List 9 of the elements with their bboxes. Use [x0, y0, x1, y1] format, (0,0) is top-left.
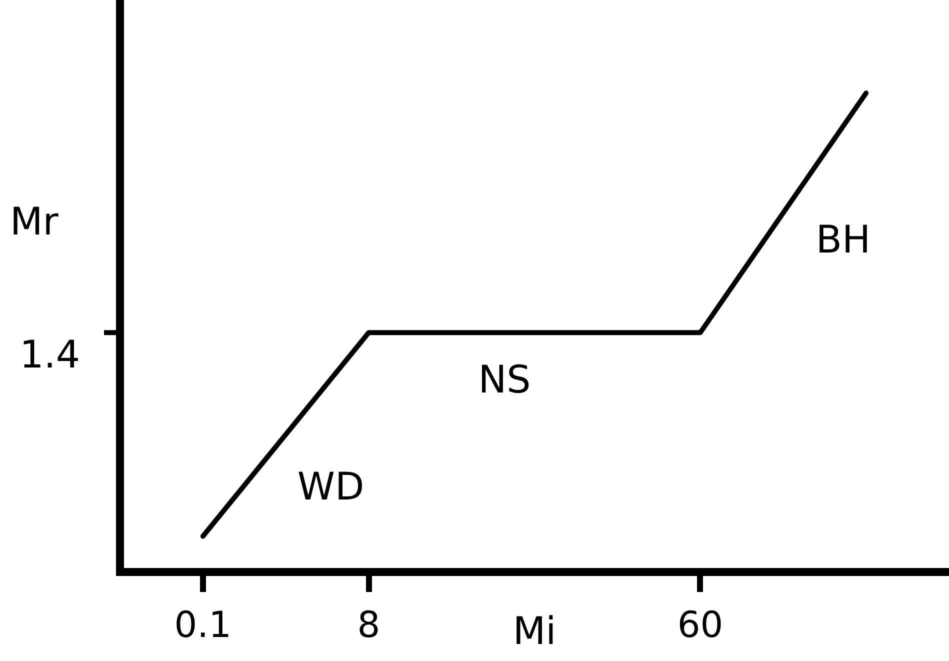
text: 1.4 — [20, 332, 80, 376]
annotation: BH — [816, 218, 871, 262]
y-axis-title: Mr — [10, 199, 59, 244]
x-axis-title: Mi — [512, 609, 556, 654]
annotation: NS — [478, 357, 531, 402]
x-tick-label: 60 — [677, 605, 724, 646]
annotation: WD — [297, 464, 364, 508]
x-tick-label: 0.1 — [174, 605, 232, 646]
x-tick-label: 8 — [357, 605, 380, 646]
